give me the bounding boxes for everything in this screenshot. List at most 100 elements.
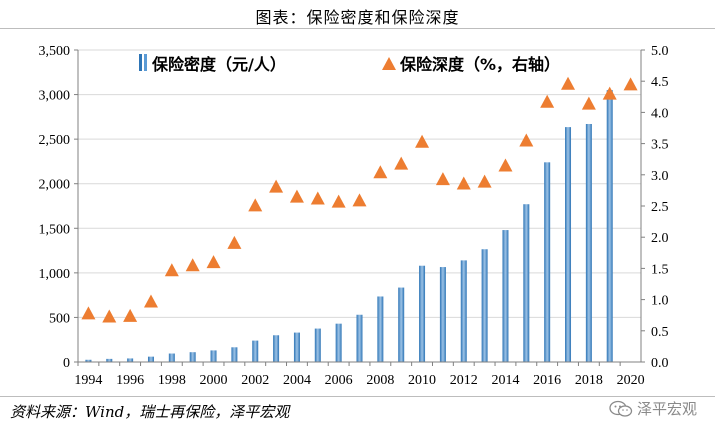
x-tick-label: 2014 bbox=[491, 373, 519, 388]
bar bbox=[189, 352, 196, 362]
bar bbox=[481, 249, 488, 362]
bar bbox=[293, 332, 300, 362]
bar bbox=[544, 162, 551, 362]
left-tick-label: 2,000 bbox=[39, 178, 71, 193]
x-tick-label: 2004 bbox=[283, 373, 311, 388]
marker-series bbox=[81, 76, 638, 323]
bar bbox=[398, 287, 405, 362]
chart: 0 500 1,000 1,500 2,000 2,500 3,000 3,500 0.0 0.… bbox=[39, 44, 669, 388]
left-tick-label: 3,000 bbox=[39, 89, 71, 104]
right-axis-ticks: 0.0 0.5 1.0 1.5 2.0 2.5 3.0 3.5 4.0 4.5 5.0 bbox=[641, 44, 669, 371]
triangle-marker bbox=[435, 172, 450, 186]
x-tick-label: 2018 bbox=[575, 373, 603, 388]
triangle-marker bbox=[331, 194, 346, 208]
triangle-marker bbox=[227, 235, 242, 249]
triangle-marker bbox=[498, 158, 513, 172]
bar bbox=[85, 359, 92, 362]
x-axis-ticks: 1994 1996 1998 2000 2002 2004 2006 2008 2010 2012… bbox=[74, 362, 645, 388]
triangle-marker bbox=[123, 308, 138, 322]
triangle-marker bbox=[456, 176, 471, 190]
right-tick-label: 3.0 bbox=[651, 169, 669, 184]
right-tick-label: 1.5 bbox=[651, 262, 669, 277]
left-tick-label: 0 bbox=[63, 356, 70, 371]
bar bbox=[231, 347, 238, 362]
gridlines bbox=[78, 49, 641, 318]
x-tick-label: 2008 bbox=[366, 373, 394, 388]
right-tick-label: 0.0 bbox=[651, 356, 669, 371]
triangle-marker bbox=[310, 191, 325, 205]
legend: 保险密度（元/人） 保险深度（%，右轴） bbox=[139, 54, 560, 74]
triangle-marker bbox=[602, 86, 617, 100]
triangle-marker bbox=[102, 309, 117, 323]
right-tick-label: 4.0 bbox=[651, 106, 669, 121]
triangle-marker bbox=[81, 306, 96, 320]
triangle-marker bbox=[269, 179, 284, 193]
triangle-marker bbox=[352, 193, 367, 207]
x-tick-label: 1996 bbox=[116, 373, 144, 388]
bar bbox=[356, 314, 363, 362]
legend-triangle-icon bbox=[382, 57, 396, 70]
left-tick-label: 500 bbox=[49, 311, 70, 326]
bar bbox=[377, 296, 384, 362]
wechat-icon bbox=[609, 400, 633, 417]
right-tick-label: 3.5 bbox=[651, 138, 669, 153]
legend-bar-icon bbox=[139, 54, 147, 71]
triangle-marker bbox=[623, 77, 638, 91]
triangle-marker bbox=[206, 255, 221, 269]
triangle-marker bbox=[394, 156, 409, 170]
right-tick-label: 2.5 bbox=[651, 200, 669, 215]
bar bbox=[460, 260, 467, 362]
x-tick-label: 2006 bbox=[325, 373, 353, 388]
x-tick-label: 1994 bbox=[74, 373, 102, 388]
bar bbox=[335, 323, 342, 362]
triangle-marker bbox=[561, 76, 576, 90]
right-tick-label: 4.5 bbox=[651, 75, 669, 90]
right-tick-label: 0.5 bbox=[651, 325, 669, 340]
x-tick-label: 1998 bbox=[158, 373, 186, 388]
left-tick-label: 1,500 bbox=[39, 222, 71, 237]
title-divider bbox=[0, 28, 715, 29]
footer-divider bbox=[0, 396, 715, 397]
left-axis-ticks: 0 500 1,000 1,500 2,000 2,500 3,000 3,500 bbox=[39, 44, 78, 371]
x-tick-label: 2012 bbox=[450, 373, 478, 388]
triangle-marker bbox=[540, 94, 555, 108]
right-tick-label: 2.0 bbox=[651, 231, 669, 246]
bar bbox=[419, 265, 426, 362]
bar bbox=[502, 230, 509, 362]
left-tick-label: 1,000 bbox=[39, 267, 71, 282]
legend-label-density: 保险密度（元/人） bbox=[151, 55, 286, 74]
triangle-marker bbox=[581, 96, 596, 110]
bar bbox=[252, 340, 259, 362]
triangle-marker bbox=[185, 258, 200, 272]
chart-title: 图表：保险密度和保险深度 bbox=[255, 8, 460, 27]
bar bbox=[147, 356, 154, 362]
bar bbox=[523, 204, 530, 362]
x-tick-label: 2010 bbox=[408, 373, 436, 388]
triangle-marker bbox=[415, 134, 430, 148]
legend-label-depth: 保险深度（%，右轴） bbox=[399, 55, 560, 74]
bar bbox=[273, 335, 280, 362]
triangle-marker bbox=[373, 165, 388, 179]
right-tick-label: 1.0 bbox=[651, 294, 669, 309]
bar bbox=[314, 328, 321, 362]
bar bbox=[210, 350, 217, 362]
x-tick-label: 2002 bbox=[241, 373, 269, 388]
triangle-marker bbox=[164, 263, 179, 277]
watermark-text: 泽平宏观 bbox=[636, 400, 697, 418]
bar bbox=[168, 353, 175, 362]
bar-series bbox=[85, 90, 613, 362]
source-note: 资料来源：Wind，瑞士再保险，泽平宏观 bbox=[10, 403, 290, 421]
bar bbox=[127, 358, 134, 362]
triangle-marker bbox=[519, 133, 534, 147]
bar bbox=[565, 127, 572, 362]
triangle-marker bbox=[477, 174, 492, 188]
x-tick-label: 2000 bbox=[200, 373, 228, 388]
x-tick-label: 2016 bbox=[533, 373, 561, 388]
triangle-marker bbox=[143, 294, 158, 308]
left-tick-label: 3,500 bbox=[39, 44, 71, 59]
x-tick-label: 2020 bbox=[617, 373, 645, 388]
left-tick-label: 2,500 bbox=[39, 133, 71, 148]
triangle-marker bbox=[248, 198, 263, 212]
triangle-marker bbox=[289, 189, 304, 203]
watermark: 泽平宏观 bbox=[609, 398, 697, 419]
